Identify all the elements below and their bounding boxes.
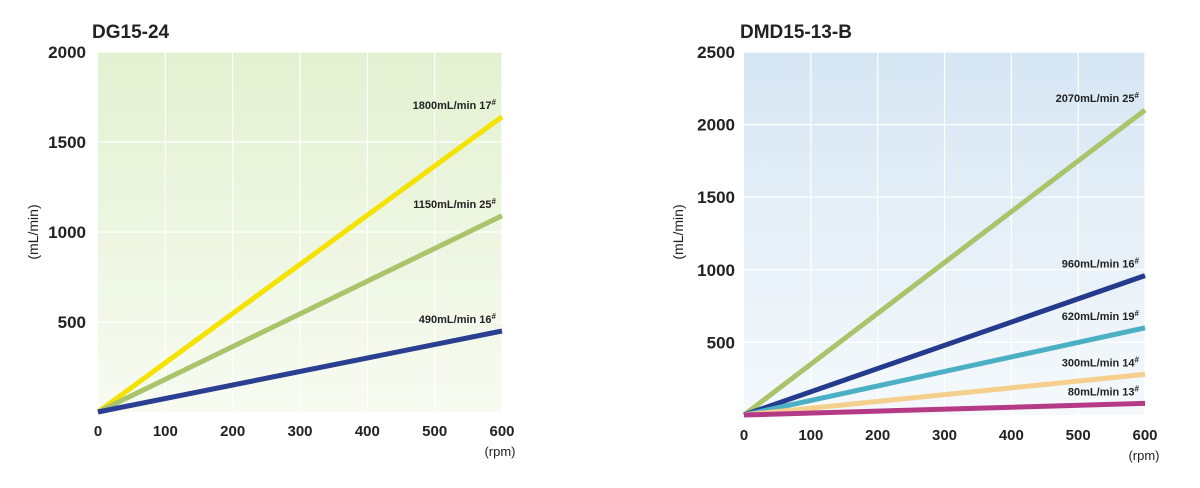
y-tick-label: 2500 [697, 43, 735, 62]
y-axis-label: (mL/min) [670, 204, 686, 259]
series-label: 620mL/min 19# [1062, 309, 1140, 323]
x-axis-label: (rpm) [1128, 448, 1159, 463]
y-tick-label: 500 [707, 333, 735, 352]
x-tick-label: 300 [932, 427, 957, 444]
series-label: 1800mL/min 17# [413, 98, 497, 112]
series-label: 960mL/min 16# [1062, 257, 1140, 271]
series-label: 490mL/min 16# [419, 312, 497, 326]
chart-title: DG15-24 [92, 22, 170, 43]
y-tick-label: 2000 [48, 43, 86, 62]
series-label: 80mL/min 13# [1068, 384, 1140, 398]
x-tick-label: 200 [865, 427, 890, 444]
plot-area: 0 100 200 300 400 500 600 500 1000 1500 2000 2500 20… [697, 43, 1157, 444]
x-tick-label: 600 [489, 423, 514, 440]
x-tick-label: 300 [287, 423, 312, 440]
x-tick-label: 600 [1132, 427, 1157, 444]
x-tick-label: 500 [1066, 427, 1091, 444]
y-tick-label: 2000 [697, 116, 735, 135]
series-line [96, 114, 504, 415]
x-tick-label: 100 [153, 423, 178, 440]
y-tick-label: 1000 [48, 223, 86, 242]
x-axis-label: (rpm) [484, 444, 515, 459]
x-tick-label: 500 [422, 423, 447, 440]
chart-dmd15-13-b: DMD15-13-B (mL/min) (rpm) 0 100 200 300 400 5… [670, 22, 1160, 463]
x-tick-label: 100 [798, 427, 823, 444]
series-line [96, 213, 504, 415]
series-line [743, 325, 1146, 418]
series-label: 2070mL/min 25# [1056, 91, 1140, 105]
x-tick-label: 400 [355, 423, 380, 440]
y-tick-label: 500 [58, 313, 86, 332]
series-line [743, 273, 1146, 418]
series-line [743, 400, 1146, 418]
chart-title: DMD15-13-B [740, 22, 852, 43]
x-tick-label: 0 [740, 427, 748, 444]
x-tick-label: 400 [999, 427, 1024, 444]
x-tick-label: 0 [94, 423, 102, 440]
x-tick-label: 200 [220, 423, 245, 440]
plot-area: 0 100 200 300 400 500 600 500 1000 1500 2000 1800mL… [48, 43, 514, 440]
y-tick-label: 1500 [48, 133, 86, 152]
series-line [742, 108, 1147, 417]
series-label: 300mL/min 14# [1062, 355, 1140, 369]
y-tick-label: 1000 [697, 261, 735, 280]
chart-dg15-24: DG15-24 (mL/min) (rpm) 0 100 200 300 400 500 6… [25, 22, 516, 459]
y-tick-label: 1500 [697, 188, 735, 207]
series-label: 1150mL/min 25# [413, 197, 496, 211]
y-axis-label: (mL/min) [25, 204, 41, 259]
series-line [743, 371, 1146, 418]
series-line [97, 328, 503, 415]
